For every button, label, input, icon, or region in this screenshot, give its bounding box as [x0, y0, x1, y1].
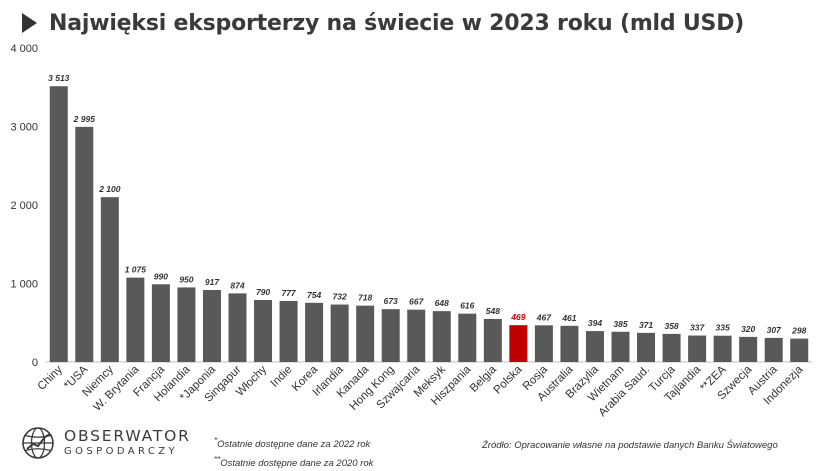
x-tick-label: Chiny	[36, 363, 65, 392]
bar	[739, 336, 758, 362]
y-tick-label: 0	[32, 357, 38, 369]
bar	[458, 313, 477, 362]
data-label: 990	[154, 271, 168, 281]
data-label: 548	[486, 306, 500, 316]
y-tick-label: 3 000	[10, 122, 38, 134]
footnote-1-mark: *	[214, 436, 218, 445]
data-label: 461	[561, 313, 576, 323]
bar	[407, 309, 426, 362]
data-label: 467	[536, 312, 552, 322]
footnote-2-mark: **	[214, 455, 221, 465]
bar	[688, 335, 707, 362]
bar	[611, 331, 630, 362]
logo: OBSERWATOR GOSPODARCZY	[20, 425, 191, 461]
bar	[534, 325, 553, 362]
bar	[330, 304, 349, 362]
data-label: 616	[460, 301, 474, 311]
data-label: 874	[230, 280, 244, 290]
bar	[202, 290, 221, 362]
data-label: 648	[435, 298, 449, 308]
data-label: 777	[281, 288, 296, 298]
bar	[100, 197, 119, 362]
bar	[509, 325, 528, 362]
y-tick-label: 4 000	[10, 43, 38, 55]
chart-title: Najwięksi eksporterzy na świecie w 2023 …	[49, 10, 745, 36]
bar	[151, 284, 170, 362]
data-label: 298	[791, 326, 806, 336]
data-label: 307	[767, 325, 782, 335]
data-label: 394	[588, 318, 602, 328]
data-label: 3 513	[48, 73, 70, 83]
globe-logo-icon	[22, 427, 54, 459]
data-label: 950	[179, 274, 193, 284]
data-label: 790	[256, 287, 270, 297]
footnotes: *Ostatnie dostępne dane za 2022 rok **Os…	[214, 433, 373, 471]
bar	[305, 302, 324, 362]
data-label: 754	[307, 290, 321, 300]
data-label: 337	[690, 323, 705, 333]
data-label: 371	[639, 320, 653, 330]
data-label: 667	[409, 297, 424, 307]
bar	[228, 293, 247, 362]
bar	[356, 305, 375, 362]
y-tick-label: 2 000	[10, 200, 38, 212]
data-label: 1 075	[125, 265, 147, 275]
bar	[483, 318, 502, 362]
y-tick-label: 1 000	[10, 279, 38, 291]
bar	[585, 331, 604, 362]
data-label: 732	[333, 292, 347, 302]
logo-name: OBSERWATOR	[64, 426, 191, 445]
bar	[254, 299, 273, 362]
logo-subtitle: GOSPODARCZY	[64, 446, 179, 458]
bar	[764, 337, 783, 362]
bar	[637, 332, 656, 362]
bar	[177, 287, 196, 362]
title-row: Najwięksi eksporterzy na świecie w 2023 …	[22, 8, 744, 38]
bar	[432, 311, 451, 362]
bar	[790, 338, 809, 362]
footnote-1-text: Ostatnie dostępne dane za 2022 rok	[217, 439, 371, 451]
footnote-2: **Ostatnie dostępne dane za 2020 rok	[214, 452, 373, 471]
bar	[126, 277, 145, 362]
data-label: 673	[384, 296, 398, 306]
x-tick-label: Polska	[492, 363, 525, 396]
bar	[279, 301, 298, 362]
data-label: 335	[716, 323, 730, 333]
bar	[381, 309, 400, 362]
data-label: 718	[358, 293, 372, 303]
footnote-2-text: Ostatnie dostępne dane za 2020 rok	[220, 458, 374, 470]
title-arrow-icon	[22, 13, 37, 33]
data-label: 2 100	[98, 184, 121, 194]
data-label: 320	[741, 324, 755, 334]
bar	[49, 86, 68, 363]
data-label: 358	[664, 321, 678, 331]
bar	[713, 335, 732, 362]
data-label: 2 995	[73, 114, 96, 124]
source-note: Źródło: Opracowanie własne na podstawie …	[482, 440, 778, 451]
bar	[75, 126, 94, 362]
data-label: 385	[613, 319, 627, 329]
data-label: 917	[205, 277, 220, 287]
footnote-1: *Ostatnie dostępne dane za 2022 rok	[214, 433, 373, 452]
bar	[560, 325, 579, 362]
data-label: 469	[510, 312, 525, 322]
bar	[662, 333, 681, 362]
